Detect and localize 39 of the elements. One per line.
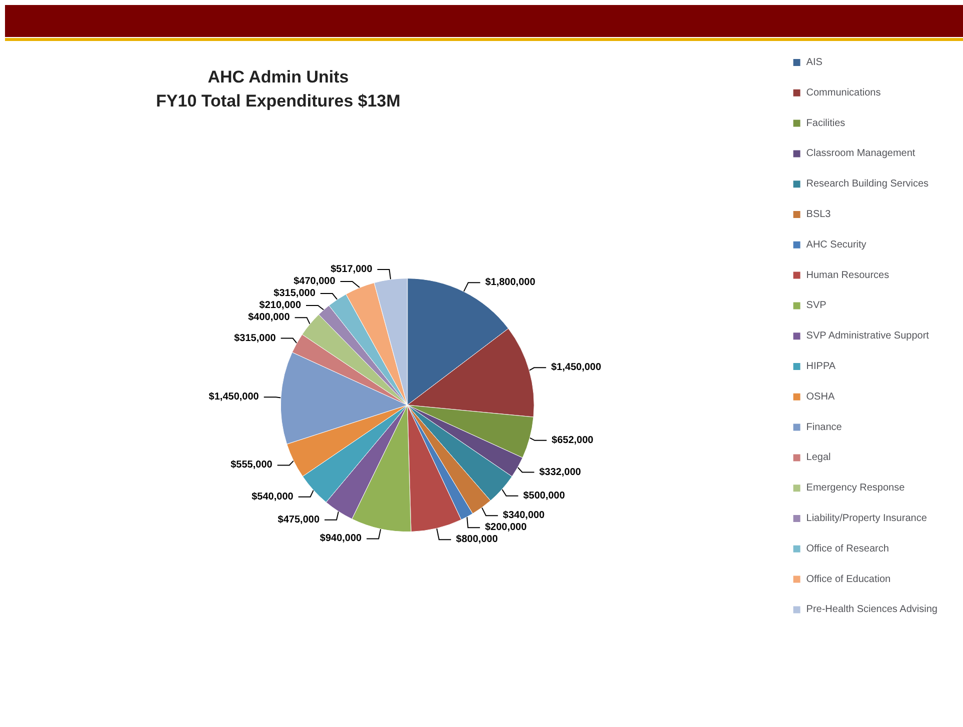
legend-label: AIS (806, 57, 823, 68)
legend-label: BSL3 (806, 209, 832, 220)
data-label: $470,000 (294, 276, 336, 288)
data-label: $1,450,000 (551, 362, 602, 374)
legend-label: Finance (806, 422, 842, 433)
data-label: $800,000 (456, 534, 498, 546)
data-label: $400,000 (248, 312, 290, 324)
data-label: $1,450,000 (208, 392, 260, 403)
legend-label: SVP Administrative Support (806, 330, 930, 342)
legend-label: AHC Security (806, 239, 866, 250)
legend-label: Emergency Response (806, 482, 906, 494)
legend-label: OSHA (806, 391, 835, 402)
data-label: $555,000 (230, 460, 273, 471)
data-label: $652,000 (552, 434, 594, 446)
legend-label: Communications (806, 87, 881, 98)
data-label: $940,000 (320, 533, 362, 544)
legend-label: HIPPA (806, 361, 836, 372)
legend-label: Legal (806, 452, 831, 464)
data-label: $210,000 (259, 300, 302, 312)
data-label: $517,000 (330, 264, 373, 276)
legend-label: Human Resources (806, 270, 890, 281)
data-label: $332,000 (539, 466, 582, 478)
data-label: $540,000 (252, 491, 294, 502)
legend-label: Pre-Health Sciences Advising (806, 604, 938, 616)
data-label: $315,000 (234, 332, 276, 344)
text: AHC Admin Units FY10 Total Expenditures $13M (156, 68, 400, 110)
data-label: $500,000 (523, 490, 566, 502)
legend-label: Facilities (806, 118, 846, 129)
legend-label: Liability/Property Insurance (806, 513, 928, 524)
legend-label: Research Building Services (806, 178, 929, 190)
data-label: $315,000 (274, 288, 316, 300)
data-label: $200,000 (484, 522, 528, 534)
data-label: $340,000 (502, 510, 546, 522)
data-label: $1,800,000 (485, 277, 536, 288)
legend-label: Classroom Management (806, 148, 916, 160)
legend-label: Office of Education (806, 574, 891, 585)
legend-label: SVP (806, 300, 827, 312)
data-label: $475,000 (278, 514, 320, 526)
legend-label: Office of Research (806, 543, 889, 554)
